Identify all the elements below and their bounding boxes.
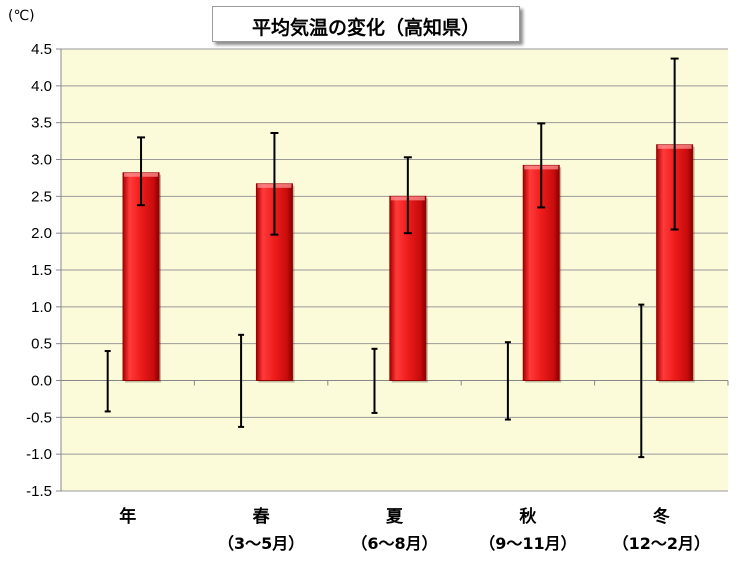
x-tick-label: 年 bbox=[119, 506, 136, 527]
y-tick-label: 4.5 bbox=[31, 41, 52, 58]
y-tick-label: 1.5 bbox=[31, 262, 52, 279]
y-tick-label: 4.0 bbox=[31, 78, 52, 95]
y-tick-label: -0.5 bbox=[26, 409, 52, 426]
x-tick-sublabel: （12～2月） bbox=[613, 534, 710, 553]
y-tick-label: 0.0 bbox=[31, 373, 52, 390]
x-tick-label: 夏 bbox=[386, 507, 404, 527]
bar bbox=[122, 172, 160, 381]
x-tick-sublabel: （3～5月） bbox=[218, 534, 304, 553]
chart-title-box: 平均気温の変化（高知県） bbox=[212, 6, 520, 42]
x-tick-sublabel: （9～11月） bbox=[479, 534, 576, 553]
x-tick-label: 冬 bbox=[653, 506, 670, 527]
y-tick-label: -1.5 bbox=[26, 483, 52, 500]
y-tick-label: 1.0 bbox=[31, 299, 52, 316]
x-tick-label: 春 bbox=[253, 506, 270, 527]
y-tick-label: 3.0 bbox=[31, 152, 52, 169]
chart-title: 平均気温の変化（高知県） bbox=[251, 17, 480, 39]
y-axis-unit: (℃) bbox=[8, 8, 35, 24]
y-tick-label: 3.5 bbox=[31, 115, 52, 132]
x-tick-label: 秋 bbox=[519, 506, 537, 527]
y-tick-label: 2.0 bbox=[31, 225, 52, 242]
y-tick-label: 0.5 bbox=[31, 336, 52, 353]
x-tick-sublabel: （6～8月） bbox=[351, 534, 437, 553]
y-tick-label: 2.5 bbox=[31, 188, 52, 205]
y-tick-label: -1.0 bbox=[26, 446, 52, 463]
